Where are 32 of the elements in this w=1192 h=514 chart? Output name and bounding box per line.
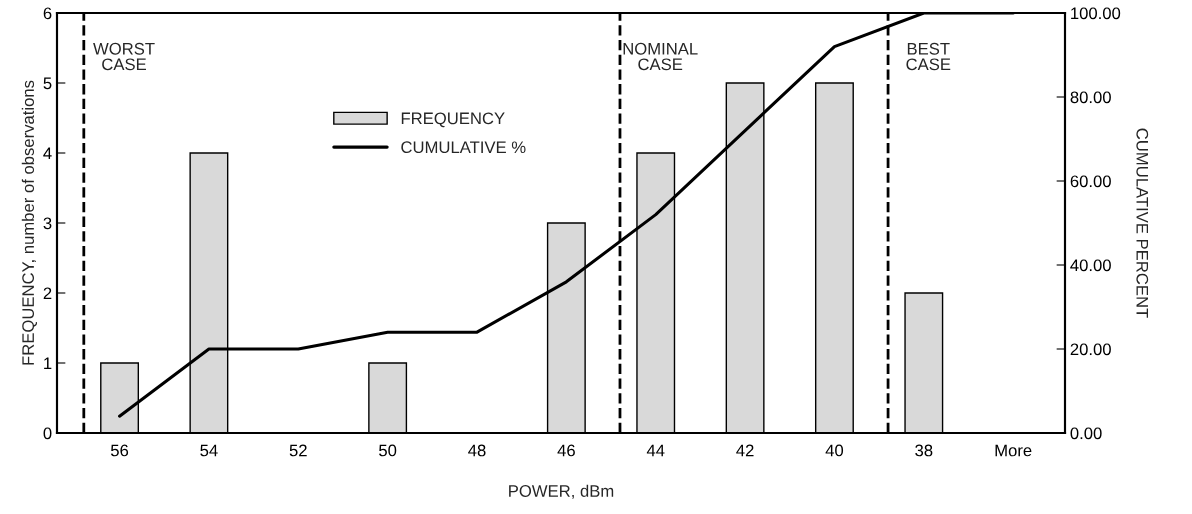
y2-axis-title: CUMULATIVE PERCENT: [1136, 128, 1149, 318]
y-tick-label: 5: [43, 77, 52, 90]
y-tick-label: 1: [44, 357, 52, 370]
y-tick-label: 3: [43, 217, 52, 230]
x-axis-title: POWER, dBm: [509, 484, 614, 499]
annotation: WORST CASE: [93, 42, 155, 71]
y2-tick-label: 100.00: [1071, 7, 1121, 20]
x-tick-label: 42: [736, 444, 754, 457]
y-tick-label: 2: [43, 287, 52, 300]
y2-tick-label: 20.00: [1070, 343, 1111, 356]
annotation: NOMINAL CASE: [623, 42, 698, 71]
x-tick-label: 38: [915, 444, 933, 457]
y2-tick-label: 60.00: [1070, 175, 1111, 188]
x-tick-label: 52: [289, 444, 307, 457]
x-tick-label: 54: [200, 444, 218, 457]
y-tick-label: 4: [43, 147, 52, 160]
y2-tick-label: 80.00: [1070, 91, 1111, 104]
y2-tick-label: 40.00: [1070, 259, 1111, 272]
x-tick-label: 56: [110, 444, 129, 457]
x-tick-label: 46: [557, 444, 575, 457]
legend-label: CUMULATIVE %: [401, 141, 526, 154]
annotation: BEST CASE: [906, 42, 951, 71]
y2-tick-label: 0.00: [1070, 427, 1102, 440]
legend-label: FREQUENCY: [401, 112, 505, 128]
x-tick-label: More: [995, 444, 1032, 457]
y-axis-title: FREQUENCY, number of observations: [21, 80, 38, 365]
x-tick-label: 44: [646, 444, 665, 457]
y-tick-label: 0: [43, 427, 52, 440]
x-tick-label: 50: [379, 444, 397, 457]
x-tick-label: 48: [468, 444, 486, 457]
x-tick-label: 40: [825, 444, 844, 457]
y-tick-label: 6: [43, 7, 52, 20]
